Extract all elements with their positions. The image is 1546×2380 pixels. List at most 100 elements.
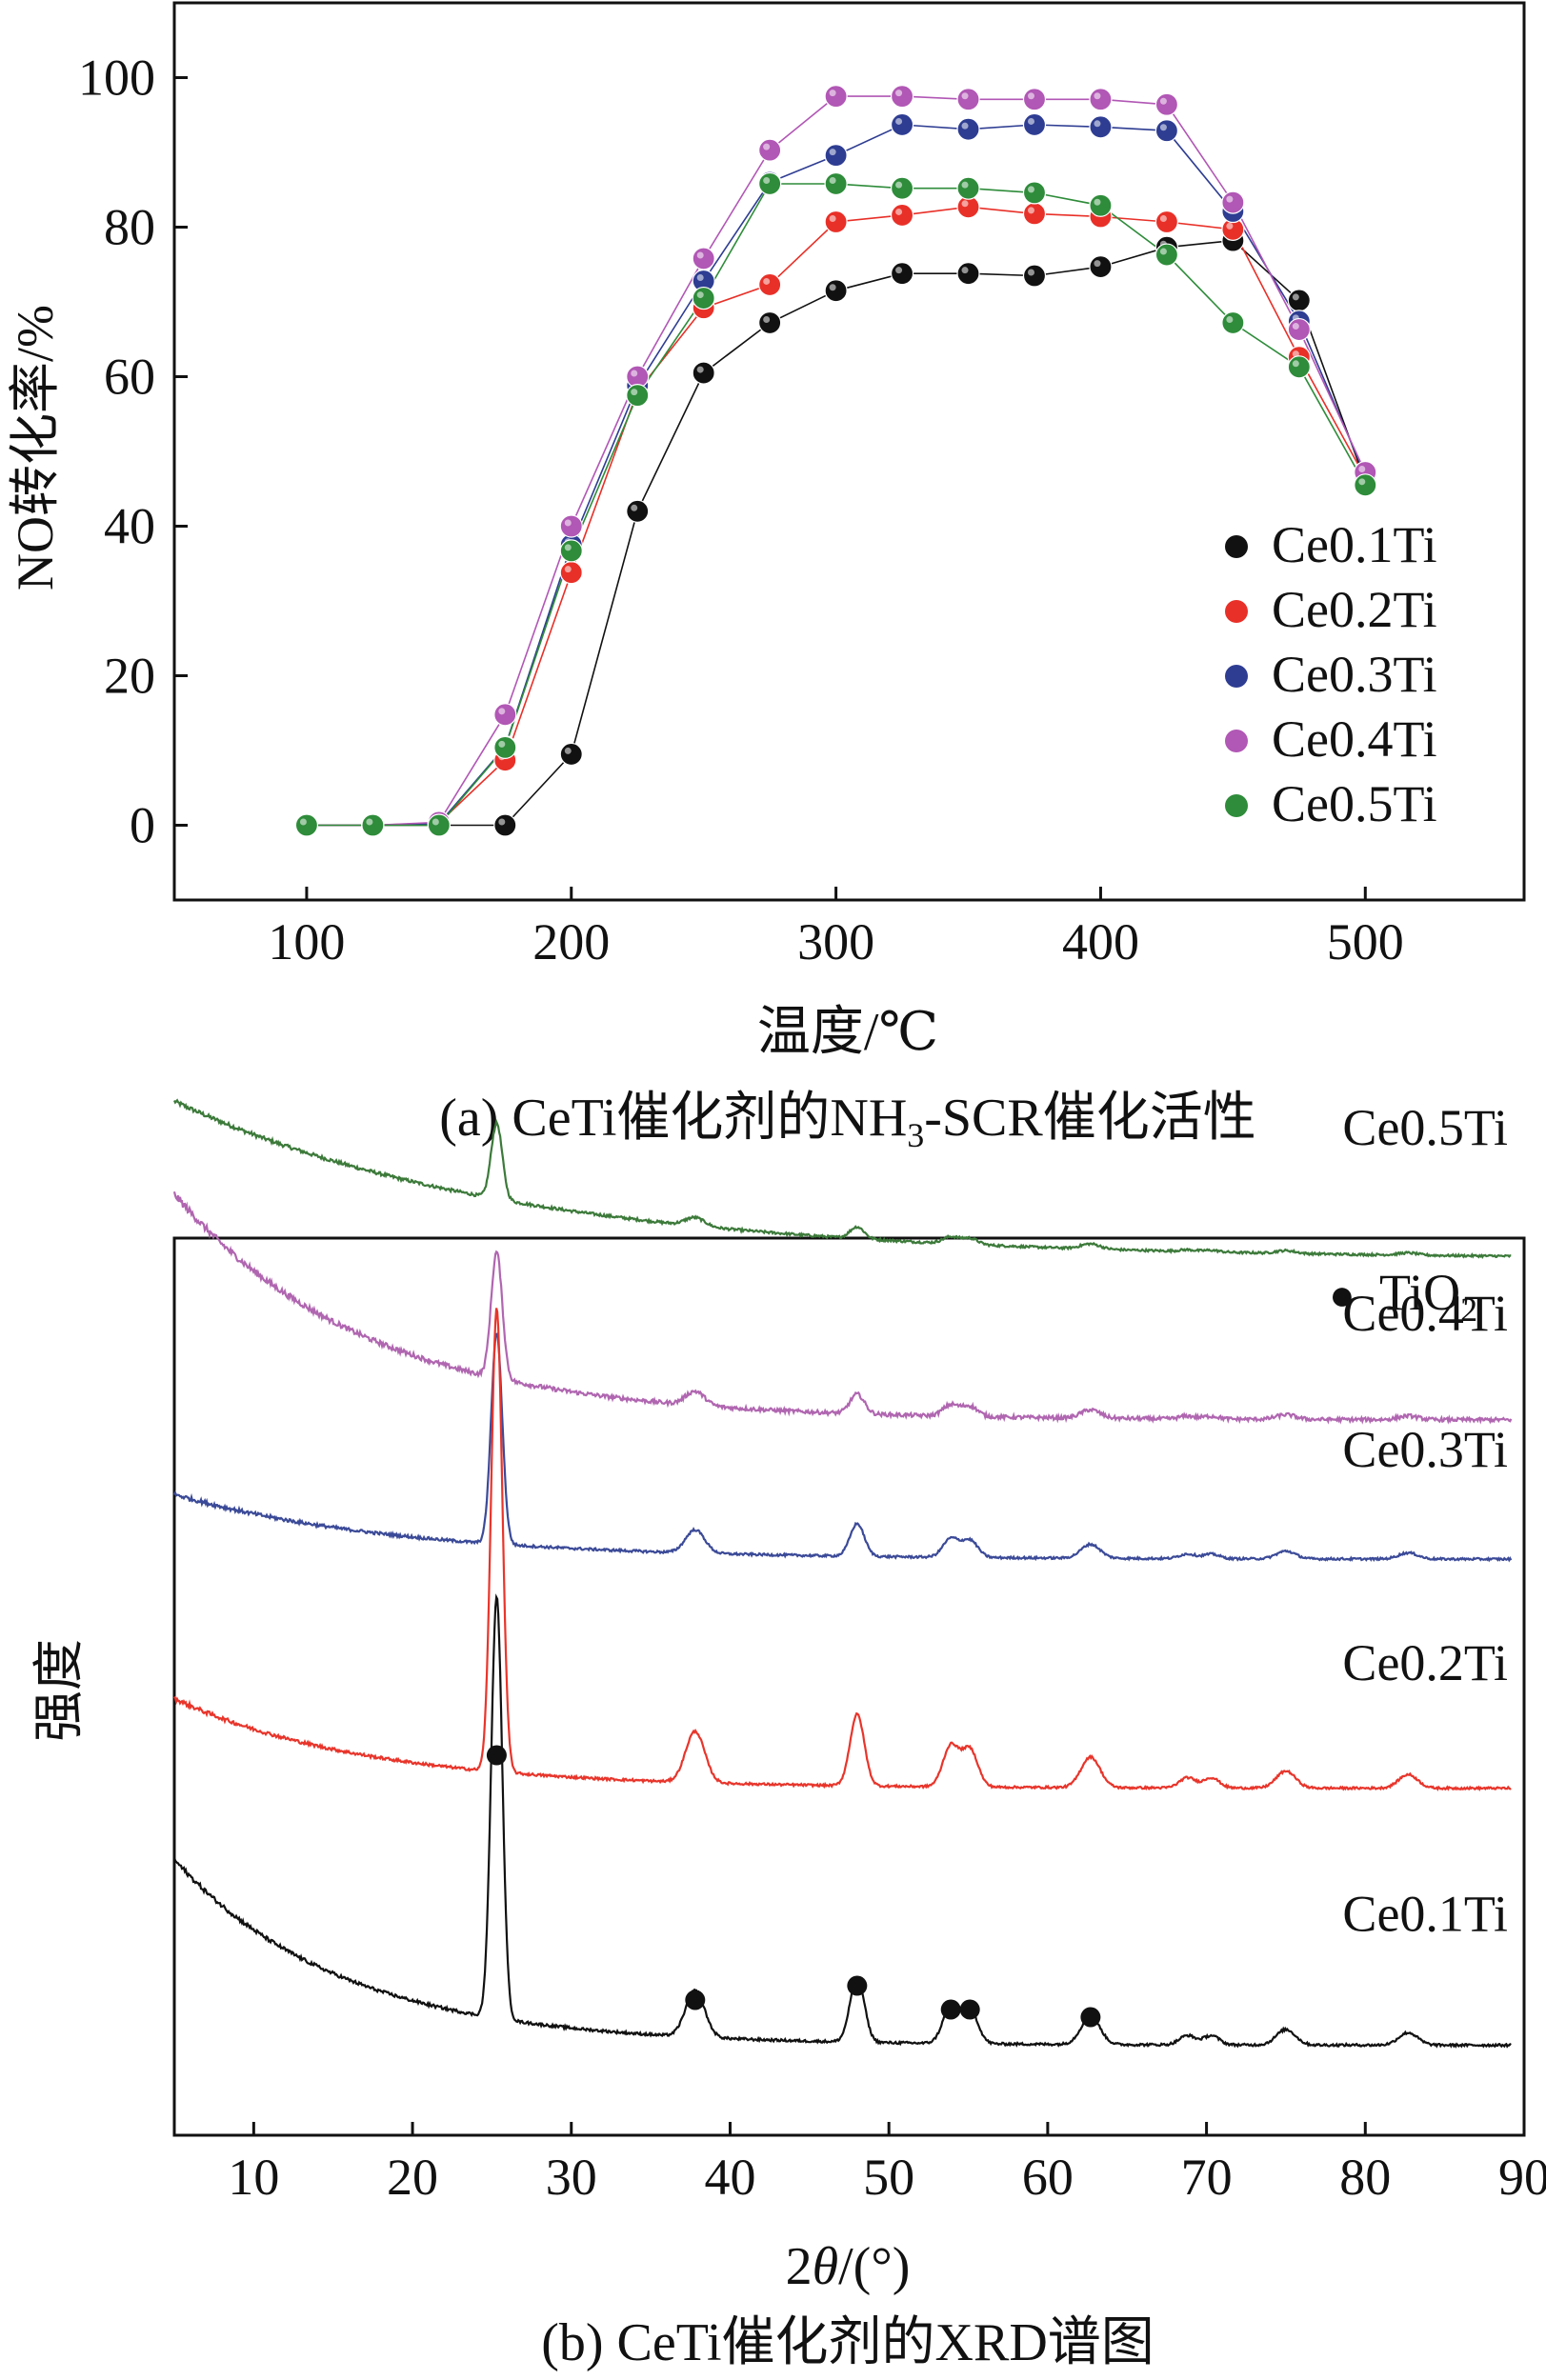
data-point-Ce0.4Ti — [1154, 92, 1179, 116]
data-point-highlight — [1358, 465, 1366, 472]
legend-label-Ce0.2Ti: Ce0.2Ti — [1272, 581, 1437, 638]
data-point-highlight — [631, 389, 638, 396]
data-point-highlight — [961, 122, 969, 130]
y-tick-label: 40 — [104, 498, 155, 555]
data-point-Ce0.4Ti — [824, 85, 848, 109]
panel-b-plot-frame — [172, 1236, 1526, 2137]
data-point-Ce0.5Ti — [1221, 310, 1245, 335]
tio2-peak-marker — [1080, 2007, 1101, 2028]
data-point-Ce0.4Ti — [559, 514, 583, 538]
legend-label-Ce0.3Ti: Ce0.3Ti — [1272, 646, 1437, 703]
data-point-Ce0.4Ti — [956, 88, 980, 111]
data-point-highlight — [895, 267, 903, 274]
curve-label-Ce0.4Ti: Ce0.4Ti — [1342, 1285, 1508, 1342]
data-point-Ce0.1Ti — [626, 499, 650, 523]
data-point-highlight — [895, 117, 903, 125]
caption-a-main: (a) CeTi催化剂的NH — [439, 1089, 907, 1148]
panel-b-curve-labels: Ce0.5Ti Ce0.4Ti Ce0.3Ti Ce0.2Ti Ce0.1Ti — [1342, 1099, 1508, 1943]
data-point-Ce0.5Ti — [1089, 193, 1113, 217]
xrd-pattern-Ce0.4Ti — [172, 1190, 1513, 1425]
x-tick-label: 10 — [228, 2149, 279, 2206]
y-tick-label: 0 — [130, 797, 155, 854]
data-point-highlight — [299, 818, 307, 826]
data-point-highlight — [1027, 207, 1034, 214]
x-tick-label: 30 — [546, 2149, 597, 2206]
panel-b-ylabel: 强度 — [30, 1639, 88, 1742]
legend-label-Ce0.5Ti: Ce0.5Ti — [1272, 775, 1437, 832]
x-tick-label: 300 — [797, 913, 874, 970]
data-point-Ce0.5Ti — [758, 171, 782, 196]
data-point-highlight — [498, 708, 506, 715]
xlabel-b-suffix: /(°) — [838, 2237, 910, 2296]
x-tick-label: 50 — [863, 2149, 914, 2206]
data-point-highlight — [829, 284, 836, 291]
data-point-highlight — [1094, 198, 1101, 206]
data-point-Ce0.4Ti — [493, 703, 517, 727]
xlabel-b-prefix: 2 — [786, 2237, 813, 2296]
data-point-highlight — [1226, 195, 1234, 203]
data-point-highlight — [564, 747, 572, 754]
y-tick-label: 100 — [78, 50, 155, 107]
data-point-Ce0.5Ti — [1287, 355, 1311, 379]
x-tick-label: 200 — [532, 913, 610, 970]
data-point-Ce0.2Ti — [559, 561, 583, 585]
legend-label-Ce0.1Ti: Ce0.1Ti — [1272, 516, 1437, 573]
data-point-highlight — [1358, 478, 1366, 486]
data-point-Ce0.1Ti — [758, 310, 782, 335]
data-point-highlight — [763, 143, 771, 150]
curve-label-Ce0.2Ti: Ce0.2Ti — [1342, 1634, 1508, 1691]
data-point-Ce0.3Ti — [1154, 119, 1179, 143]
data-point-Ce0.2Ti — [1154, 210, 1179, 234]
data-point-Ce0.4Ti — [1022, 88, 1047, 111]
panel-a-xlabel: 温度/℃ — [757, 1003, 938, 1062]
panel-a-axes: 100 200 300 400 500 0 20 40 60 80 100 — [78, 50, 1404, 971]
data-point-highlight — [1027, 117, 1034, 125]
panel-b-axes: 10 20 30 40 50 60 70 80 90 — [228, 2122, 1546, 2206]
x-tick-label: 400 — [1062, 913, 1139, 970]
data-point-highlight — [696, 251, 704, 259]
tio2-legend-subscript: 2 — [1460, 1290, 1477, 1329]
x-tick-label: 40 — [704, 2149, 755, 2206]
data-point-Ce0.3Ti — [890, 112, 914, 137]
panel-a: 100 200 300 400 500 0 20 40 60 80 100 Ce0.1Ti Ce0.2… — [7, 1, 1526, 1154]
data-point-highlight — [1226, 315, 1234, 323]
data-point-Ce0.5Ti — [1354, 473, 1377, 497]
panel-b-caption: (b) CeTi催化剂的XRD谱图 — [541, 2313, 1154, 2372]
panel-b-patterns — [172, 1098, 1513, 2049]
data-point-highlight — [961, 92, 969, 100]
data-point-Ce0.5Ti — [956, 176, 980, 200]
data-point-Ce0.1Ti — [1287, 289, 1311, 312]
data-point-Ce0.3Ti — [956, 117, 980, 141]
tio2-peak-marker — [940, 1999, 961, 2020]
xlabel-b-theta: θ — [813, 2237, 839, 2296]
panel-a-ylabel: NO转化率/% — [7, 305, 64, 590]
data-point-Ce0.1Ti — [956, 262, 980, 286]
data-point-Ce0.5Ti — [294, 813, 319, 837]
data-point-highlight — [961, 200, 969, 208]
data-point-Ce0.4Ti — [758, 138, 782, 162]
data-point-Ce0.4Ti — [890, 85, 914, 109]
data-point-highlight — [1159, 124, 1167, 131]
data-point-highlight — [829, 176, 836, 184]
curve-label-Ce0.3Ti: Ce0.3Ti — [1342, 1421, 1508, 1478]
data-point-Ce0.1Ti — [493, 813, 517, 837]
data-point-highlight — [1027, 186, 1034, 193]
data-point-highlight — [1094, 120, 1101, 128]
data-point-Ce0.4Ti — [1287, 317, 1311, 342]
data-point-highlight — [1292, 293, 1299, 301]
data-point-Ce0.4Ti — [1089, 88, 1113, 111]
data-point-Ce0.2Ti — [1022, 202, 1047, 226]
y-tick-label: 20 — [104, 648, 155, 705]
y-tick-label: 80 — [104, 199, 155, 256]
data-point-highlight — [895, 181, 903, 189]
data-point-Ce0.5Ti — [1154, 243, 1179, 267]
x-tick-label: 500 — [1327, 913, 1404, 970]
data-point-Ce0.1Ti — [824, 279, 848, 303]
data-point-highlight — [1027, 269, 1034, 276]
data-point-highlight — [631, 370, 638, 377]
tio2-legend-text: TiO — [1379, 1264, 1460, 1321]
data-point-Ce0.1Ti — [692, 361, 715, 385]
x-tick-label: 100 — [268, 913, 345, 970]
legend-marker-Ce0.4Ti — [1225, 730, 1248, 752]
